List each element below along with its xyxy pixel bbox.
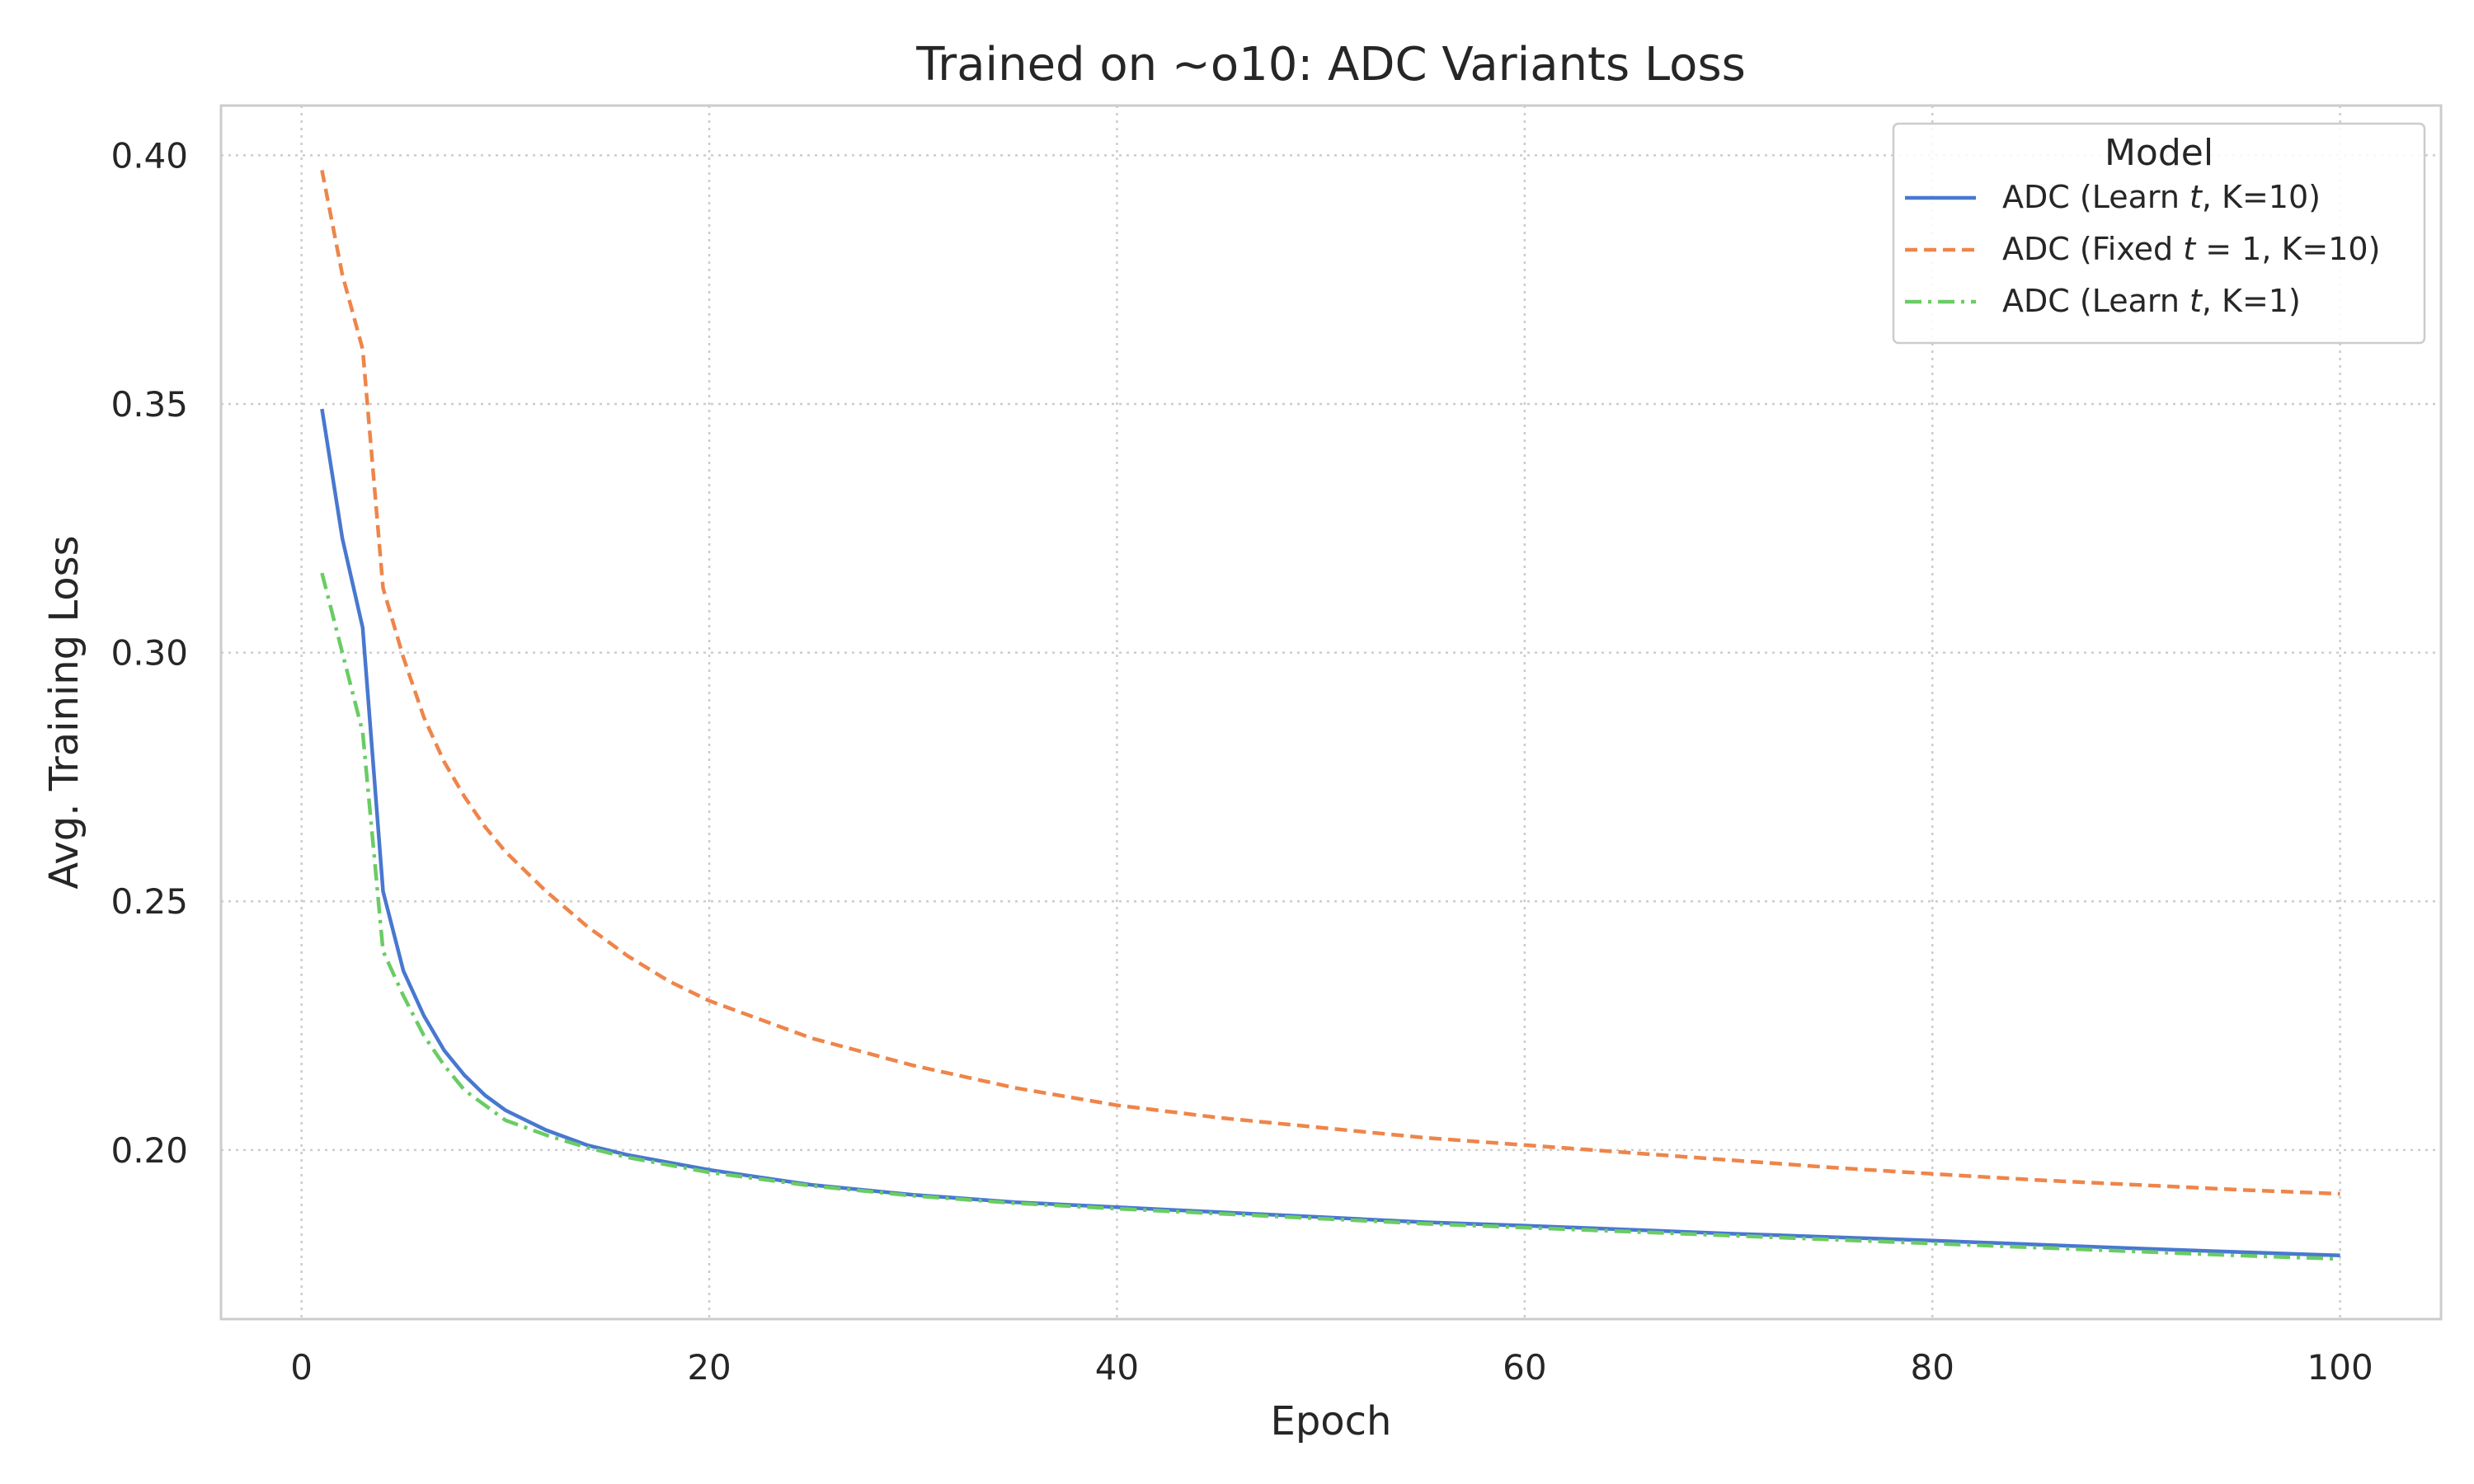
series-lines: [320, 169, 2340, 1261]
chart-title: Trained on ~o10: ADC Variants Loss: [915, 38, 1746, 92]
x-tick-label: 100: [2307, 1347, 2373, 1388]
x-tick-label: 40: [1095, 1347, 1139, 1388]
legend-box: [1892, 122, 2426, 345]
legend: Model ADC (Learn t, K=10) ADC (Fixed t = …: [1892, 122, 2426, 345]
x-tick-labels: 0 20 40 60 80 100: [290, 1347, 2373, 1388]
x-tick-label: 20: [687, 1347, 731, 1388]
legend-label: ADC (Fixed t = 1, K=10): [2002, 231, 2380, 267]
series-line-2: [320, 169, 2340, 1196]
x-axis-label: Epoch: [1271, 1398, 1392, 1444]
legend-label: ADC (Learn t, K=1): [2002, 283, 2301, 319]
legend-title: Model: [2105, 132, 2213, 174]
y-tick-labels: 0.20 0.25 0.30 0.35 0.40: [111, 135, 188, 1171]
legend-entries: ADC (Learn t, K=10) ADC (Fixed t = 1, K=1…: [1905, 179, 2380, 319]
x-tick-label: 0: [290, 1347, 313, 1388]
series-line-1: [320, 408, 2340, 1258]
x-tick-label: 80: [1911, 1347, 1954, 1388]
y-tick-label: 0.25: [111, 881, 188, 922]
legend-label: ADC (Learn t, K=10): [2002, 179, 2321, 215]
y-axis-label: Avg. Training Loss: [41, 535, 87, 889]
y-tick-label: 0.20: [111, 1130, 188, 1171]
plot-frame: [219, 104, 2443, 1321]
y-tick-label: 0.30: [111, 633, 188, 674]
series-line-3: [320, 572, 2340, 1261]
y-tick-label: 0.35: [111, 384, 188, 425]
y-tick-label: 0.40: [111, 135, 188, 176]
x-tick-label: 60: [1503, 1347, 1546, 1388]
